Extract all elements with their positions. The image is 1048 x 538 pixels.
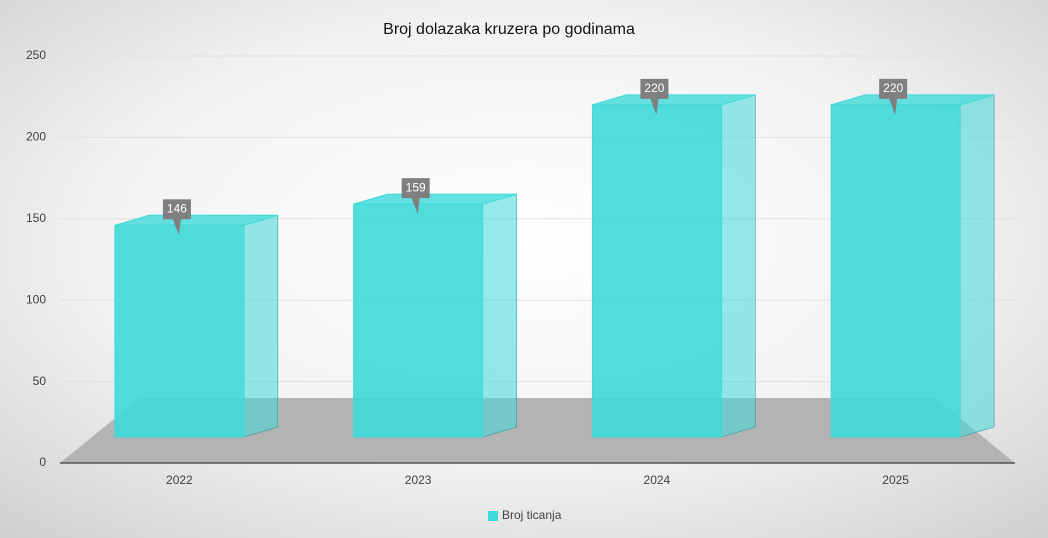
value-label: 220 — [883, 81, 903, 95]
y-tick-label: 250 — [26, 48, 46, 62]
bar-group: 220 — [591, 78, 756, 438]
value-label-pointer — [172, 219, 181, 236]
bar-group: 146 — [114, 199, 279, 438]
bar — [591, 104, 722, 438]
legend-swatch — [488, 511, 498, 521]
bar-group: 159 — [353, 178, 517, 438]
legend: Broj ticanja — [488, 508, 562, 522]
bar — [114, 224, 245, 438]
value-label-pointer — [650, 98, 659, 115]
y-tick-label: 0 — [39, 455, 46, 469]
legend-label: Broj ticanja — [502, 508, 562, 522]
value-label: 220 — [644, 81, 664, 95]
bar-side — [721, 94, 756, 438]
y-tick-label: 200 — [26, 130, 46, 144]
floor — [60, 398, 1015, 463]
chart-title: Broj dolazaka kruzera po godinama — [383, 21, 635, 38]
bar — [353, 203, 484, 438]
bar-group: 220 — [830, 78, 995, 438]
value-label-box — [162, 199, 191, 220]
x-tick-label: 2024 — [644, 473, 671, 487]
x-tick-label: 2025 — [882, 473, 909, 487]
y-tick-label: 50 — [33, 374, 47, 388]
value-label-pointer — [889, 98, 898, 115]
value-label-pointer — [411, 198, 420, 215]
value-label-box — [879, 78, 908, 99]
bar-side — [243, 214, 279, 438]
y-tick-label: 150 — [26, 211, 46, 225]
x-tick-label: 2023 — [405, 473, 432, 487]
bar — [830, 104, 961, 438]
y-tick-label: 100 — [26, 292, 46, 306]
value-label-box — [401, 178, 430, 199]
value-label: 146 — [167, 201, 187, 215]
value-label-box — [640, 78, 669, 99]
x-tick-label: 2022 — [166, 473, 193, 487]
bar-side — [959, 94, 995, 438]
value-label: 159 — [406, 180, 426, 194]
bar-side — [482, 193, 517, 438]
